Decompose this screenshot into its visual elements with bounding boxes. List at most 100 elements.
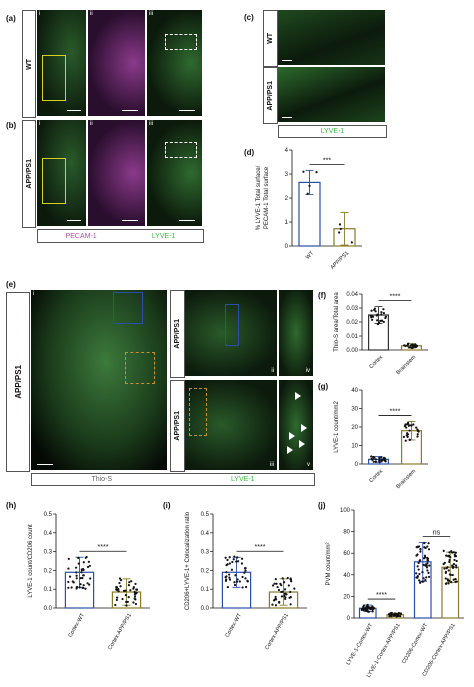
data-point <box>372 460 375 463</box>
data-point <box>130 580 133 583</box>
scale-bar <box>282 116 292 118</box>
data-point <box>117 590 120 593</box>
data-point <box>284 596 287 599</box>
data-point <box>134 598 137 601</box>
y-tick-label: 20 <box>351 425 358 431</box>
y-tick-label: 0 <box>285 244 289 250</box>
data-point <box>418 545 421 548</box>
data-point <box>426 545 429 548</box>
data-point <box>448 558 451 562</box>
data-point <box>75 571 78 574</box>
micrograph-e-iii: iii <box>185 380 277 470</box>
panel-label-g: (g) <box>318 382 329 391</box>
data-point <box>399 612 402 615</box>
data-point <box>74 566 78 569</box>
y-tick-label: 0.2 <box>44 568 53 574</box>
y-axis-label: LYVE-1 count/mm2 <box>334 401 340 453</box>
data-point <box>362 609 365 612</box>
data-point <box>115 598 118 602</box>
y-tick-label: 0.02 <box>346 320 358 326</box>
row-label-app-e3: APP/PS1 <box>170 380 185 472</box>
x-tick-label: Brainstem <box>395 468 417 490</box>
y-tick-label: 0.1 <box>44 587 53 593</box>
row-label-wt: WT <box>22 10 36 118</box>
panel-label-f: (f) <box>318 291 326 300</box>
roi-box <box>125 352 155 384</box>
x-tick-label: WT <box>305 250 316 261</box>
stain-lyve-label: LYVE-1 <box>230 476 255 483</box>
data-point <box>302 170 305 173</box>
row-label-app-e2: APP/PS1 <box>170 290 185 378</box>
data-point <box>371 318 374 321</box>
data-point <box>427 548 431 551</box>
data-point <box>127 595 130 599</box>
stain-lyve-label: LYVE-1 <box>151 232 176 240</box>
y-tick-label: 0.0 <box>201 606 210 612</box>
data-point <box>422 563 425 566</box>
data-point <box>134 602 138 606</box>
data-point <box>410 424 413 427</box>
panel-label-j: (j) <box>318 501 326 510</box>
stain-lyve-label: LYVE-1 <box>320 128 345 135</box>
data-point <box>82 574 85 577</box>
micrograph-e-ii: ii <box>185 290 277 376</box>
roi-box <box>225 304 239 346</box>
y-tick-label: 0.4 <box>201 531 210 537</box>
data-point <box>442 562 445 566</box>
micrograph-e-i: i <box>31 290 167 470</box>
roi-box <box>113 292 143 324</box>
data-point <box>418 559 421 563</box>
data-point <box>84 587 87 590</box>
y-tick-label: 0.1 <box>201 587 210 593</box>
data-point <box>379 319 382 322</box>
data-point <box>116 596 119 599</box>
data-point <box>289 590 292 594</box>
data-point <box>448 560 451 564</box>
chart-d: 0 1 2 3 4 % LYVE-1 Total surface/PECAM-1 Tota… <box>256 148 362 271</box>
data-point <box>428 564 431 567</box>
data-point <box>237 560 240 563</box>
data-point <box>82 568 85 571</box>
data-point <box>132 601 135 604</box>
data-point <box>426 559 430 562</box>
data-point <box>452 578 455 581</box>
data-point <box>235 560 238 563</box>
significance-label: **** <box>255 544 266 551</box>
data-point <box>380 311 383 314</box>
data-point <box>238 580 241 583</box>
data-point <box>122 589 126 592</box>
panel-label-e: (e) <box>6 280 16 289</box>
data-point <box>71 580 74 583</box>
data-point <box>246 580 249 583</box>
data-point <box>241 575 244 579</box>
data-point <box>450 550 453 553</box>
data-point <box>384 458 387 462</box>
panel-label-d: (d) <box>244 148 255 157</box>
data-point <box>453 553 456 556</box>
data-point <box>235 580 239 583</box>
data-point <box>450 581 453 584</box>
y-axis-label: % LYVE-1 Total surface/ <box>256 165 262 230</box>
data-point <box>455 566 458 569</box>
data-point <box>371 606 374 609</box>
roi-box <box>42 55 66 101</box>
x-tick-label: LYVE-1-Cortex-WT <box>346 622 375 666</box>
data-point <box>77 556 80 559</box>
data-point <box>374 458 377 461</box>
data-point <box>350 241 353 244</box>
data-point <box>135 588 139 591</box>
data-point <box>418 572 421 576</box>
data-point <box>119 585 122 588</box>
data-point <box>374 310 377 313</box>
micrograph-c-app <box>278 67 385 122</box>
data-point <box>224 579 228 582</box>
y-tick-label: 4 <box>285 148 289 154</box>
data-point <box>454 580 457 584</box>
data-point <box>125 604 128 607</box>
data-point <box>75 577 78 580</box>
data-point <box>422 577 425 580</box>
data-point <box>371 458 374 461</box>
data-point <box>293 587 296 590</box>
data-point <box>79 583 82 586</box>
x-tick-label: LYVE-1-Cortex-APP/PS1 <box>366 623 402 679</box>
